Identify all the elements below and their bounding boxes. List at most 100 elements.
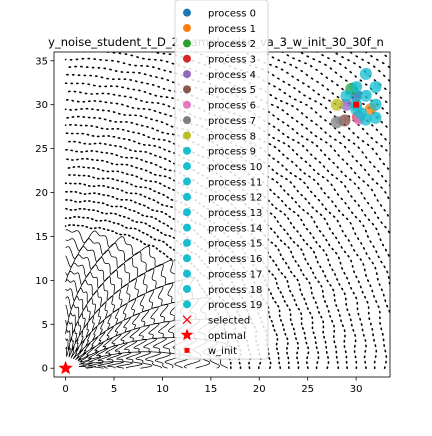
legend-label: w_init bbox=[208, 346, 237, 357]
y-axis: 0 5 10 15 20 25 30 35 bbox=[35, 56, 54, 375]
legend-marker-circle bbox=[183, 131, 191, 140]
legend-marker-circle bbox=[183, 177, 191, 186]
legend-label: process 8 bbox=[208, 131, 256, 142]
legend-marker-circle bbox=[183, 254, 191, 263]
legend-label: process 16 bbox=[208, 254, 262, 265]
legend-label: process 6 bbox=[208, 101, 256, 112]
contour-line bbox=[64, 99, 378, 369]
contour-line bbox=[65, 279, 172, 369]
legend-label: process 9 bbox=[208, 147, 256, 158]
x-axis: 0 5 10 15 20 25 30 bbox=[62, 377, 362, 395]
legend-label: process 13 bbox=[208, 208, 262, 219]
special-markers bbox=[58, 101, 360, 375]
process-point-trail bbox=[373, 111, 382, 120]
x-tick-label: 5 bbox=[111, 384, 117, 395]
contour-line bbox=[74, 52, 390, 221]
legend-marker-circle bbox=[183, 208, 191, 217]
contour-line bbox=[64, 90, 388, 369]
y-tick-label: 10 bbox=[35, 276, 48, 287]
process-point-trail bbox=[334, 98, 343, 107]
x-tick-label: 15 bbox=[204, 384, 217, 395]
legend-label: process 3 bbox=[208, 55, 256, 66]
legend-label: process 5 bbox=[208, 85, 256, 96]
legend-marker-circle bbox=[183, 100, 191, 109]
y-tick-label: 25 bbox=[35, 144, 48, 155]
legend-label: process 15 bbox=[208, 239, 262, 250]
x-tick-label: 20 bbox=[253, 384, 266, 395]
contour-line bbox=[64, 182, 282, 369]
legend-label: process 12 bbox=[208, 193, 262, 204]
legend-label: process 7 bbox=[208, 116, 256, 127]
legend-marker-circle bbox=[183, 39, 191, 48]
contour-line bbox=[65, 312, 133, 369]
y-tick-label: 20 bbox=[35, 188, 48, 199]
contour-line bbox=[65, 271, 181, 369]
optimal-star-marker bbox=[58, 360, 73, 375]
process-point bbox=[359, 89, 372, 102]
legend-marker-circle bbox=[183, 284, 191, 293]
process-point bbox=[340, 89, 353, 102]
legend-label: process 18 bbox=[208, 285, 262, 296]
legend-marker-x bbox=[182, 315, 192, 325]
contour-line bbox=[65, 345, 94, 369]
x-tick-label: 25 bbox=[301, 384, 314, 395]
process-point-trail bbox=[354, 81, 363, 90]
legend-label: optimal bbox=[208, 331, 246, 342]
process-points bbox=[330, 67, 382, 129]
legend-label: process 11 bbox=[208, 177, 262, 188]
y-tick-label: 15 bbox=[35, 232, 48, 243]
contour-line bbox=[65, 296, 153, 369]
process-point-trail bbox=[334, 116, 343, 125]
legend-marker-circle bbox=[183, 223, 191, 232]
process-point bbox=[340, 98, 353, 111]
process-point-trail bbox=[373, 81, 382, 90]
legend-label: selected bbox=[208, 315, 250, 326]
process-point bbox=[359, 67, 372, 80]
contour-line bbox=[64, 82, 390, 328]
legend-box bbox=[174, 0, 269, 360]
legend-marker-circle bbox=[183, 116, 191, 125]
y-tick-label: 0 bbox=[42, 364, 48, 375]
legend-marker-circle bbox=[183, 192, 191, 201]
legend-marker-circle bbox=[183, 85, 191, 94]
legend-marker-circle bbox=[183, 70, 191, 79]
y-tick-label: 30 bbox=[35, 100, 48, 111]
legend-marker-square bbox=[184, 347, 190, 353]
legend-label: process 10 bbox=[208, 162, 262, 173]
x-tick-label: 0 bbox=[62, 384, 68, 395]
contour-line bbox=[65, 287, 163, 369]
legend-marker-circle bbox=[183, 162, 191, 171]
y-tick-label: 5 bbox=[42, 320, 48, 331]
w-init-marker bbox=[353, 101, 360, 108]
legend-marker-circle bbox=[183, 300, 191, 309]
x-tick-label: 30 bbox=[350, 384, 363, 395]
process-point-trail bbox=[363, 67, 372, 76]
legend-label: process 19 bbox=[208, 300, 262, 311]
legend-marker-circle bbox=[183, 238, 191, 247]
x-tick-label: 10 bbox=[156, 384, 169, 395]
process-point bbox=[369, 81, 382, 94]
process-point-trail bbox=[344, 89, 353, 98]
contour-line bbox=[65, 321, 125, 369]
legend-marker-circle bbox=[183, 24, 191, 33]
process-point bbox=[330, 116, 343, 129]
process-point-trail bbox=[373, 98, 382, 107]
legend-label: process 0 bbox=[208, 8, 256, 19]
legend-marker-circle bbox=[183, 54, 191, 63]
process-point-trail bbox=[342, 114, 351, 123]
contour-line bbox=[64, 224, 232, 369]
process-point bbox=[359, 113, 372, 126]
legend-label: process 2 bbox=[208, 39, 256, 50]
legend: process 0 process 1 process 2 process 3 proc… bbox=[174, 0, 269, 360]
legend-label: process 1 bbox=[208, 24, 256, 35]
contour-line bbox=[64, 65, 390, 261]
legend-marker-circle bbox=[183, 8, 191, 17]
contour-line bbox=[150, 52, 390, 204]
legend-marker-circle bbox=[183, 146, 191, 155]
legend-label: process 4 bbox=[208, 70, 256, 81]
process-point bbox=[369, 111, 382, 124]
process-point-trail bbox=[363, 113, 372, 122]
contour-line bbox=[64, 115, 358, 369]
